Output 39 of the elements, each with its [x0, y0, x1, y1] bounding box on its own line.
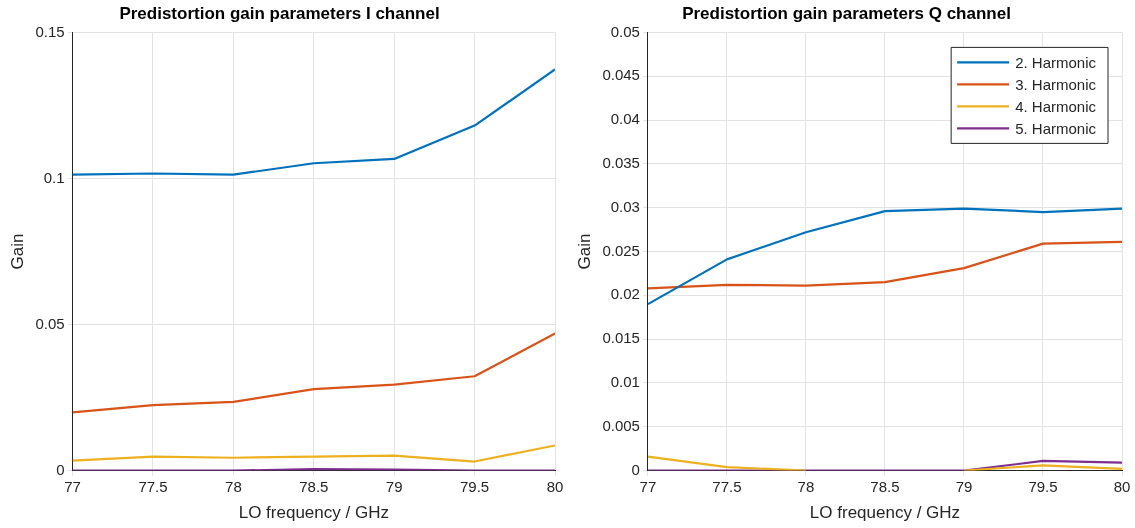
- y-tick-label: 0.005: [602, 416, 640, 434]
- x-axis-title: LO frequency / GHz: [809, 503, 961, 523]
- legend-label: 2. Harmonic: [1015, 53, 1097, 71]
- y-tick-label: 0.015: [602, 329, 640, 347]
- y-tick-label: 0.04: [610, 110, 640, 128]
- x-tick-label: 77: [639, 477, 657, 495]
- legend-label: 5. Harmonic: [1015, 119, 1097, 137]
- x-tick-label: 80: [546, 477, 564, 495]
- x-tick-label: 79.5: [460, 477, 490, 495]
- x-tick-label: 78.5: [870, 477, 900, 495]
- legend-label: 3. Harmonic: [1015, 75, 1097, 93]
- y-axis-title: Gain: [574, 233, 594, 270]
- x-tick-label: 77: [64, 477, 81, 495]
- x-tick-label: 79: [385, 477, 403, 495]
- y-tick-label: 0: [56, 460, 65, 478]
- x-tick-label: 78.5: [299, 477, 329, 495]
- y-tick-label: 0.01: [610, 373, 640, 391]
- chart-title: Predistortion gain parameters I channel: [119, 3, 440, 23]
- x-tick-label: 78: [225, 477, 242, 495]
- y-axis-title: Gain: [7, 233, 27, 270]
- y-tick-label: 0.02: [610, 285, 640, 303]
- x-tick-label: 80: [1113, 477, 1131, 495]
- x-tick-label: 78: [797, 477, 815, 495]
- x-tick-label: 77.5: [138, 477, 168, 495]
- y-tick-label: 0.05: [35, 314, 65, 332]
- y-tick-label: 0.045: [602, 66, 640, 84]
- y-tick-label: 0.025: [602, 241, 640, 259]
- legend-label: 4. Harmonic: [1015, 97, 1097, 115]
- x-tick-label: 79.5: [1028, 477, 1058, 495]
- y-tick-label: 0.05: [610, 22, 640, 40]
- x-tick-label: 77.5: [712, 477, 742, 495]
- y-tick-label: 0.035: [602, 154, 640, 171]
- x-tick-label: 79: [955, 477, 973, 495]
- x-axis-title: LO frequency / GHz: [238, 503, 389, 523]
- chart-title: Predistortion gain parameters Q channel: [682, 3, 1011, 23]
- y-tick-label: 0: [631, 460, 640, 478]
- y-tick-label: 0.03: [610, 197, 640, 215]
- y-tick-label: 0.1: [43, 168, 65, 186]
- y-tick-label: 0.15: [35, 22, 65, 40]
